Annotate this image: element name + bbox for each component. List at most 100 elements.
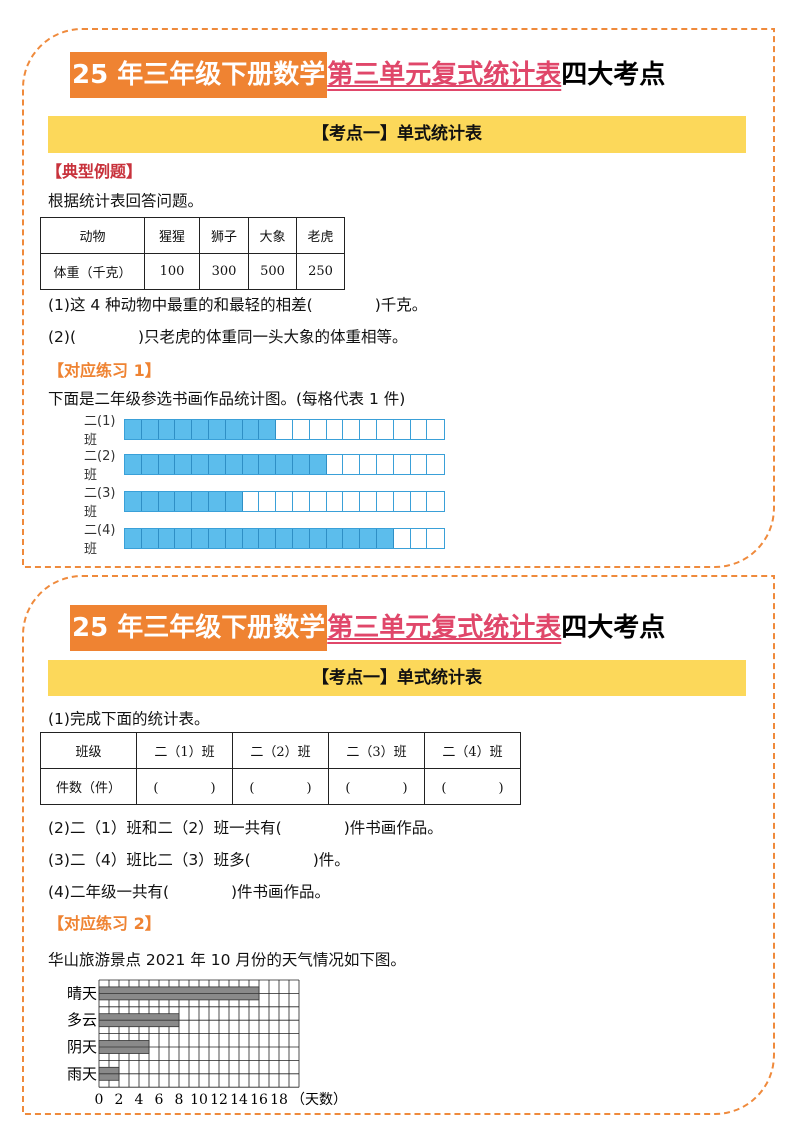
x-tick-label: 2: [115, 1092, 124, 1107]
bar-label: 二(2)班: [84, 449, 116, 483]
filled-cell: [208, 491, 226, 511]
intro-text: 根据统计表回答问题。: [48, 192, 204, 210]
filled-cell: [141, 491, 159, 511]
filled-cell: [343, 528, 361, 548]
table-cell: 300: [199, 253, 249, 290]
question-3: (3)二（4）班比二（3）班多( )件。: [48, 851, 350, 869]
page-title: 25 年三年级下册数学 第三单元复式统计表 四大考点: [70, 52, 665, 98]
table-header: 二（1）班: [136, 732, 233, 769]
title-part-1: 25 年三年级下册数学: [70, 605, 328, 651]
x-tick-label: 0: [95, 1092, 104, 1107]
empty-cell: [243, 491, 260, 511]
bar-row: 二(3)班: [84, 486, 446, 520]
filled-cell: [360, 528, 377, 548]
practice-label: 【对应练习 1】: [48, 361, 161, 380]
filled-cell: [158, 454, 176, 474]
bar-label: 二(3)班: [84, 486, 116, 520]
filled-cell: [141, 454, 159, 474]
empty-cell: [411, 454, 428, 474]
filled-cell: [292, 528, 310, 548]
bar: [124, 527, 446, 549]
animal-weight-table: 动物 猩猩 狮子 大象 老虎 体重（千克） 100 300 500 250: [40, 217, 345, 290]
filled-cell: [158, 491, 176, 511]
title-part-3: 四大考点: [561, 60, 666, 90]
table-header: 二（3）班: [328, 732, 425, 769]
empty-cell: [394, 528, 411, 548]
filled-cell: [141, 419, 159, 439]
practice-text: 华山旅游景点 2021 年 10 月份的天气情况如下图。: [48, 951, 406, 969]
title-part-1: 25 年三年级下册数学: [70, 52, 328, 98]
empty-cell: [427, 455, 444, 474]
filled-cell: [242, 528, 260, 548]
x-tick-label: 12: [210, 1092, 228, 1107]
empty-cell: [394, 491, 411, 511]
empty-cell: [377, 454, 394, 474]
question-2: (2)二（1）班和二（2）班一共有( )件书画作品。: [48, 819, 443, 837]
class-count-table: 班级 二（1）班 二（2）班 二（3）班 二（4）班 件数（件） ( ) ( )…: [40, 732, 521, 805]
empty-cell: [411, 491, 428, 511]
empty-cell: [276, 419, 293, 439]
empty-cell: [427, 529, 444, 548]
bar: [124, 418, 446, 440]
category-label: 雨天: [67, 1065, 97, 1083]
empty-cell: [343, 419, 361, 439]
filled-cell: [225, 491, 243, 511]
filled-cell: [292, 454, 310, 474]
x-axis-label: （天数）: [291, 1092, 347, 1107]
filled-cell: [259, 454, 277, 474]
empty-cell: [343, 454, 361, 474]
section-header: 【考点一】单式统计表: [48, 116, 746, 153]
table-header: 狮子: [199, 217, 249, 254]
empty-cell: [360, 454, 377, 474]
filled-cell: [158, 419, 176, 439]
filled-cell: [125, 454, 142, 474]
empty-cell: [411, 528, 428, 548]
x-tick-label: 16: [250, 1092, 268, 1107]
table-header: 班级: [40, 732, 137, 769]
filled-cell: [276, 454, 293, 474]
answer-cell[interactable]: ( ): [232, 768, 329, 805]
empty-cell: [276, 491, 293, 511]
empty-cell: [394, 454, 411, 474]
filled-cell: [125, 419, 142, 439]
empty-cell: [411, 419, 428, 439]
page-title: 25 年三年级下册数学 第三单元复式统计表 四大考点: [70, 605, 665, 651]
table-header: 二（2）班: [232, 732, 329, 769]
bar: [124, 453, 446, 475]
title-part-3: 四大考点: [561, 613, 666, 643]
filled-cell: [175, 419, 193, 439]
answer-cell[interactable]: ( ): [328, 768, 425, 805]
empty-cell: [360, 419, 377, 439]
bar-label: 二(4)班: [84, 523, 116, 557]
filled-cell: [259, 528, 277, 548]
empty-cell: [394, 419, 411, 439]
x-tick-label: 14: [230, 1092, 248, 1107]
filled-cell: [259, 419, 277, 439]
bar-label: 二(1)班: [84, 414, 116, 448]
category-label: 晴天: [67, 984, 97, 1002]
empty-cell: [360, 491, 377, 511]
filled-cell: [192, 419, 209, 439]
table-cell: 250: [296, 253, 345, 290]
answer-cell[interactable]: ( ): [424, 768, 521, 805]
question-4: (4)二年级一共有( )件书画作品。: [48, 883, 331, 901]
bar-row: 二(1)班: [84, 414, 446, 448]
empty-cell: [310, 491, 327, 511]
answer-cell[interactable]: ( ): [136, 768, 233, 805]
filled-cell: [276, 528, 293, 548]
empty-cell: [327, 454, 344, 474]
empty-cell: [427, 420, 444, 439]
bar: [124, 490, 446, 512]
table-header: 动物: [40, 217, 145, 254]
filled-cell: [141, 528, 159, 548]
x-tick-label: 18: [270, 1092, 288, 1107]
page-1-panel: 25 年三年级下册数学 第三单元复式统计表 四大考点 【考点一】单式统计表 【典型例…: [22, 28, 775, 568]
filled-cell: [225, 454, 243, 474]
filled-cell: [125, 528, 142, 548]
bar-row: 二(4)班: [84, 523, 446, 557]
table-cell: 体重（千克）: [40, 253, 145, 290]
empty-cell: [259, 491, 277, 511]
bar-row: 二(2)班: [84, 449, 446, 483]
empty-cell: [293, 491, 310, 511]
